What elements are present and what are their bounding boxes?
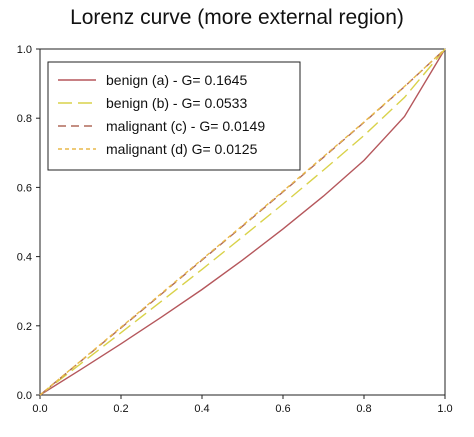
legend-label: benign (a) - G= 0.1645: [106, 72, 247, 88]
series-line-3: [39, 48, 446, 396]
y-tick-label: 0.0: [17, 390, 32, 402]
legend-label: malignant (c) - G= 0.0149: [106, 118, 265, 134]
x-tick-label: 1.0: [437, 403, 452, 415]
series-lines: [39, 48, 446, 396]
legend-label: malignant (d) G= 0.0125: [106, 141, 258, 157]
series-line-2: [39, 48, 446, 396]
y-tick-label: 0.2: [17, 321, 32, 333]
x-tick-label: 0.8: [356, 403, 371, 415]
y-tick-label: 0.6: [17, 182, 32, 194]
chart-title: Lorenz curve (more external region): [70, 6, 404, 29]
axis-ticks: 0.0 0.2 0.4 0.6 0.8 1.0 0.0 0.2 0.4 0.6 0.8 1.0: [17, 44, 453, 415]
plot-frame: [39, 48, 446, 396]
y-tick-label: 1.0: [17, 44, 32, 56]
series-line-1: [39, 48, 446, 396]
legend-label: benign (b) - G= 0.0533: [106, 95, 247, 111]
x-tick-label: 0.2: [113, 403, 128, 415]
legend: benign (a) - G= 0.1645 benign (b) - G= 0.…: [47, 61, 301, 171]
x-tick-label: 0.0: [32, 403, 47, 415]
series-line-4: [39, 48, 446, 396]
y-tick-label: 0.4: [17, 252, 32, 264]
x-tick-label: 0.4: [194, 403, 209, 415]
x-tick-label: 0.6: [275, 403, 290, 415]
y-tick-label: 0.8: [17, 113, 32, 125]
